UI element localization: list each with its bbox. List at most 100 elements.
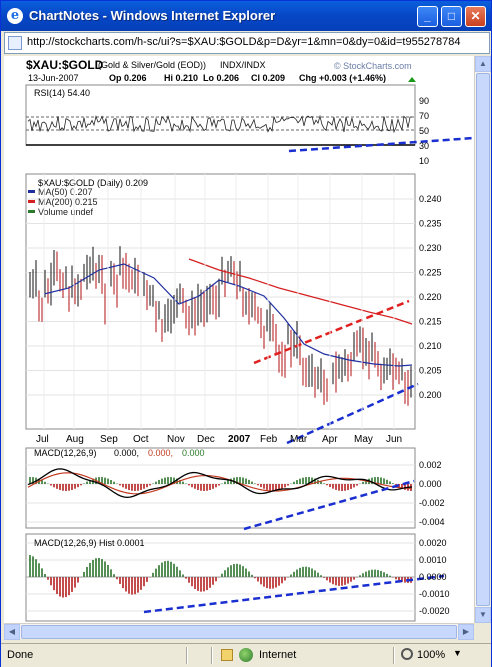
rsi-tick-label: 50 [419,126,429,136]
horizontal-scroll-thumb[interactable] [21,625,457,639]
macd-tick-label: 0.002 [419,460,442,470]
ma200-line [188,258,413,325]
rsi-tick-label: 30 [419,141,429,151]
month-label: Apr [322,434,338,445]
macd-trendline [243,479,415,531]
rsi-trendline [288,136,474,153]
macd-panel: MACD(12,26,9) 0.000, 0.000, 0.000 0.002 0… [25,447,445,531]
month-label: Jul [36,434,49,445]
price-tick-label: 0.225 [419,268,442,278]
price-tick-label: 0.215 [419,317,442,327]
legend-label: MA(50) 0.207 [38,187,93,197]
macd-tick-label: -0.004 [419,517,445,527]
price-tick-label: 0.230 [419,243,442,253]
internet-explorer-icon: e [7,8,23,24]
scroll-left-button[interactable]: ◀ [4,624,20,640]
stockcharts-brand: © StockCharts.com [334,61,412,71]
month-axis: Jul Aug Sep Oct Nov Dec 2007 Feb Mar Apr May Jun [36,174,402,445]
price-bars [29,246,412,406]
legend-swatch [28,210,35,213]
macd-signal-value: 0.000, [148,448,173,458]
vertical-scrollbar[interactable]: ▲ ▼ [474,56,491,623]
close-button[interactable]: ✕ [465,6,486,27]
month-label: Sep [100,434,118,445]
scroll-down-button[interactable]: ▼ [475,607,491,623]
macd-line [27,468,413,498]
lock-icon [221,649,233,661]
hist-label: MACD(12,26,9) Hist 0.0001 [34,538,145,548]
horizontal-scrollbar[interactable]: ◀ ▶ [4,623,474,640]
month-label: 2007 [228,434,251,445]
scroll-up-button[interactable]: ▲ [475,56,491,72]
legend-swatch [28,190,35,193]
hist-trendline [143,574,445,614]
title-bar[interactable]: e ChartNotes - Windows Internet Explorer… [1,1,491,31]
price-panel: $XAU:$GOLD (Daily) 0.209 MA(50) 0.207MA(… [25,173,442,445]
hist-tick-label: -0.0010 [419,589,450,599]
rsi-label: RSI(14) 54.40 [34,88,90,98]
status-bar: Done Internet 100% ▼ [1,643,491,667]
scroll-right-button[interactable]: ▶ [458,624,474,640]
macd-tick-label: -0.002 [419,498,445,508]
chart-open: Op 0.206 [109,73,147,83]
zoom-level[interactable]: 100% [417,649,446,661]
legend-label: MA(200) 0.215 [38,197,98,207]
rsi-panel: RSI(14) 54.40 90 70 50 30 10 [25,84,474,166]
macd-signal-line [27,472,413,495]
blue-price-trendline [286,382,419,445]
vertical-scroll-thumb[interactable] [476,73,490,606]
scroll-corner [474,623,490,639]
month-label: Jun [386,434,402,445]
macd-hist-value: 0.000 [182,448,205,458]
address-bar[interactable]: http://stockcharts.com/h-sc/ui?s=$XAU:$G… [4,32,490,54]
month-label: Nov [167,434,185,445]
hist-tick-label: -0.0020 [419,606,450,616]
chart-symbol: $XAU:$GOLD [26,58,104,72]
address-url[interactable]: http://stockcharts.com/h-sc/ui?s=$XAU:$G… [27,36,461,48]
rsi-tick-label: 70 [419,111,429,121]
month-label: Feb [260,434,278,445]
chart-exchange: INDX/INDX [220,60,266,70]
month-label: May [354,434,373,445]
maximize-button[interactable]: □ [441,6,462,27]
macd-value: 0.000, [114,448,139,458]
chart-description: (Gold & Silver/Gold (EOD)) [98,60,206,70]
month-label: Dec [197,434,215,445]
chart-close: Cl 0.209 [251,73,285,83]
legend-swatch [28,200,35,203]
status-separator [211,647,213,664]
chart-date: 13-Jun-2007 [28,73,79,83]
status-separator [393,647,395,664]
zoom-icon[interactable] [401,648,413,660]
rsi-line [27,114,413,134]
price-tick-label: 0.240 [419,194,442,204]
month-label: Aug [66,434,84,445]
price-label: $XAU:$GOLD (Daily) 0.209 [38,178,148,188]
status-separator [186,647,188,664]
month-label: Oct [133,434,149,445]
hist-tick-label: 0.0010 [419,555,447,565]
macd-hist-panel: MACD(12,26,9) Hist 0.0001 0.0020 0.0010 0.… [25,533,450,622]
red-trendline [253,299,410,365]
stock-chart: $XAU:$GOLD (Gold & Silver/Gold (EOD)) IN… [25,58,474,622]
zoom-dropdown-icon[interactable]: ▼ [453,648,462,658]
macd-label: MACD(12,26,9) [34,448,97,458]
internet-zone-icon [239,648,253,662]
chart-change: Chg +0.003 (+1.46%) [299,73,386,83]
security-zone[interactable]: Internet [259,649,297,661]
ma50-line [43,263,413,367]
page-content: $XAU:$GOLD (Gold & Silver/Gold (EOD)) IN… [4,56,474,623]
hist-tick-label: 0.0000 [419,572,447,582]
hist-tick-label: 0.0020 [419,538,447,548]
price-tick-label: 0.210 [419,341,442,351]
price-tick-label: 0.205 [419,366,442,376]
legend-label: Volume undef [38,207,94,217]
month-label: Mar [290,434,308,445]
price-tick-label: 0.200 [419,390,442,400]
page-icon [8,36,22,50]
minimize-button[interactable]: _ [417,6,438,27]
up-arrow-icon [408,77,416,82]
macd-tick-label: 0.000 [419,479,442,489]
price-tick-label: 0.235 [419,219,442,229]
